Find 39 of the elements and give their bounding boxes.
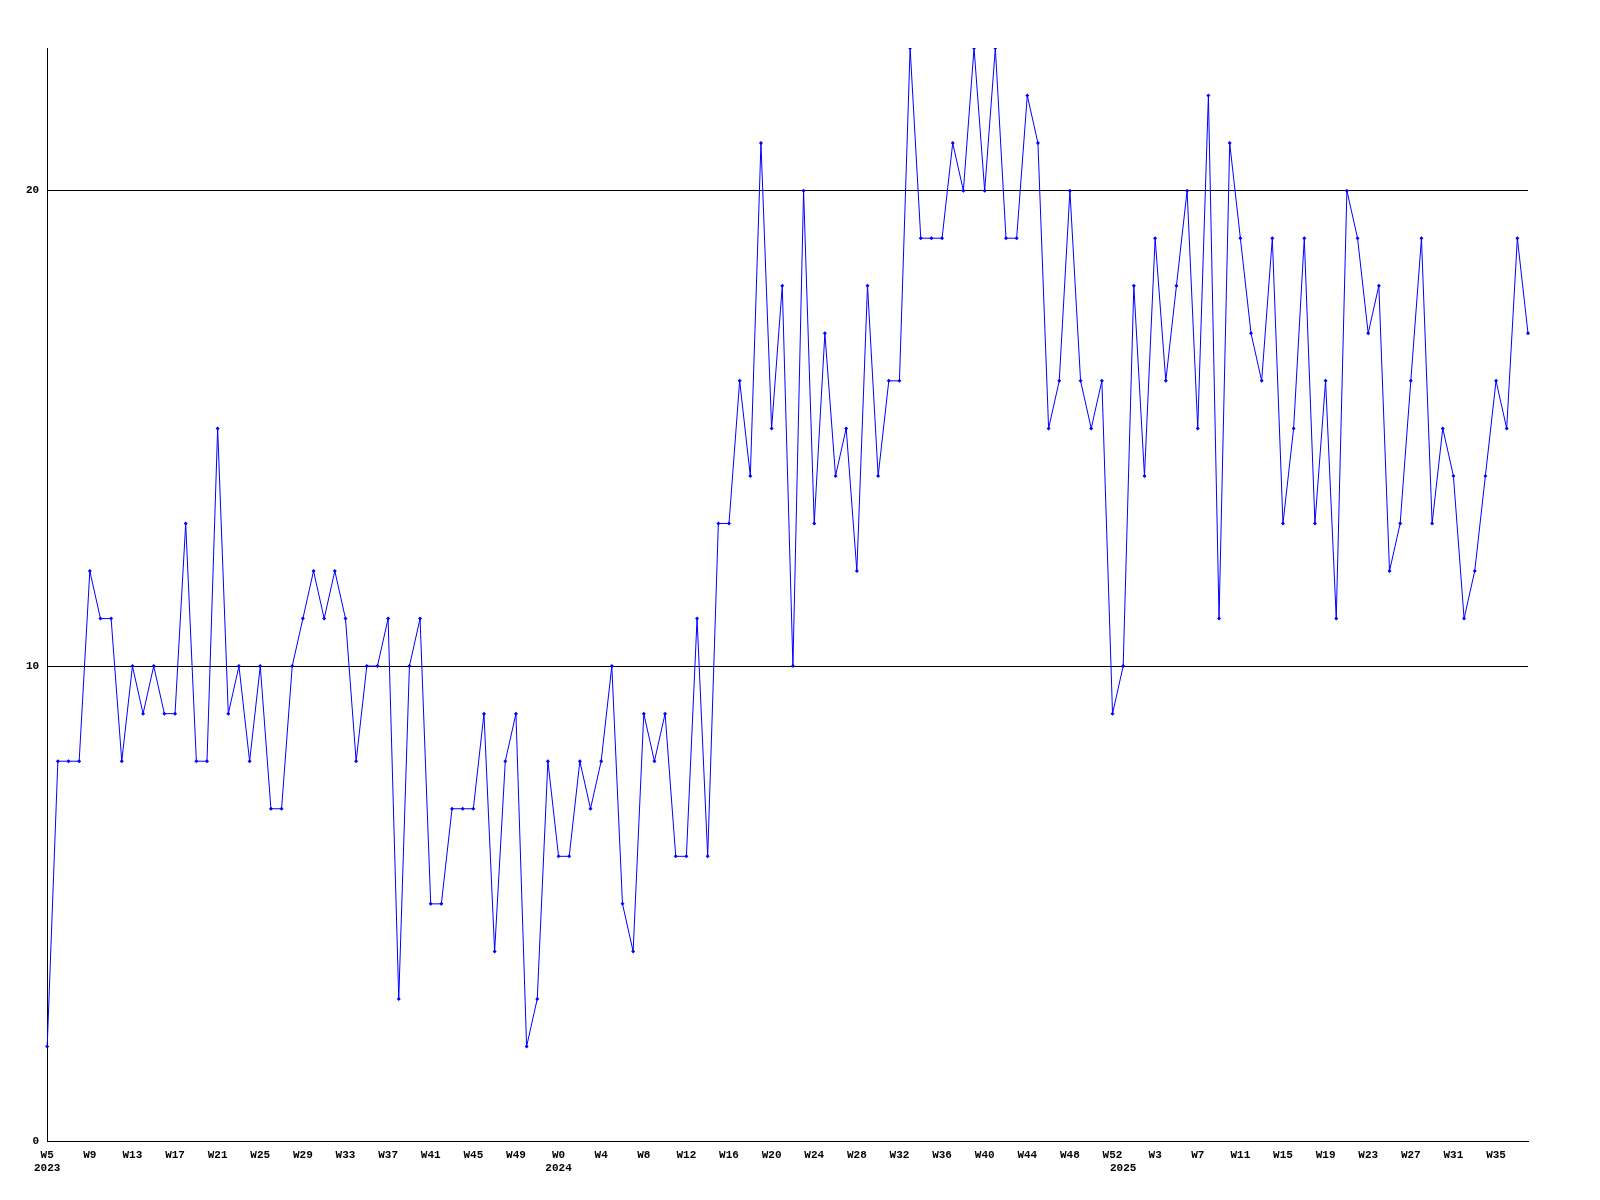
x-tick-label: W31 (1443, 1148, 1464, 1161)
x-tick-label: W40 (974, 1148, 995, 1161)
x-tick-label: W41 (420, 1148, 442, 1161)
x-tick-label: W28 (846, 1148, 868, 1161)
x-tick-label: W19 (1315, 1148, 1336, 1161)
x-tick-label: W23 (1358, 1148, 1379, 1161)
x-tick-label: W3 (1148, 1148, 1163, 1161)
x-tick-label: W44 (1017, 1148, 1038, 1161)
y-tick-label: 10 (26, 659, 40, 672)
x-tick-label: W33 (335, 1148, 356, 1161)
x-tick-label: W13 (122, 1148, 143, 1161)
x-tick-label: W8 (637, 1148, 651, 1161)
x-tick-label: W52 (1102, 1148, 1123, 1161)
x-tick-label: W29 (292, 1148, 313, 1161)
x-tick-label: W32 (889, 1148, 910, 1161)
y-tick-label: 0 (32, 1135, 40, 1148)
x-tick-label: W24 (804, 1148, 825, 1161)
x-tick-label: W49 (506, 1148, 526, 1161)
x-tick-label: W7 (1191, 1148, 1205, 1161)
x-tick-label: W11 (1230, 1148, 1251, 1161)
x-tick-label: W25 (250, 1148, 271, 1161)
x-tick-label: W21 (207, 1148, 228, 1161)
x-tick-label: W17 (165, 1148, 185, 1161)
x-tick-label: W4 (594, 1148, 609, 1161)
x-tick-label: W20 (761, 1148, 782, 1161)
x-tick-label: W45 (463, 1148, 484, 1161)
x-tick-label: W12 (676, 1148, 697, 1161)
x-tick-label: W9 (83, 1148, 97, 1161)
x-tick-label: W37 (378, 1148, 399, 1161)
x-tick-label: W48 (1060, 1148, 1081, 1161)
x-tick-label: 2025 (1109, 1162, 1137, 1175)
x-tick-label: W0 2024 (545, 1148, 573, 1175)
x-tick-label: W27 (1400, 1148, 1421, 1161)
y-tick-label: 20 (26, 184, 40, 197)
x-tick-label: W16 (719, 1148, 739, 1161)
x-tick-label: W36 (932, 1148, 952, 1161)
x-tick-label: W35 (1486, 1148, 1507, 1161)
x-tick-label: W15 (1273, 1148, 1294, 1161)
x-tick-label: W5 2023 (34, 1148, 61, 1175)
